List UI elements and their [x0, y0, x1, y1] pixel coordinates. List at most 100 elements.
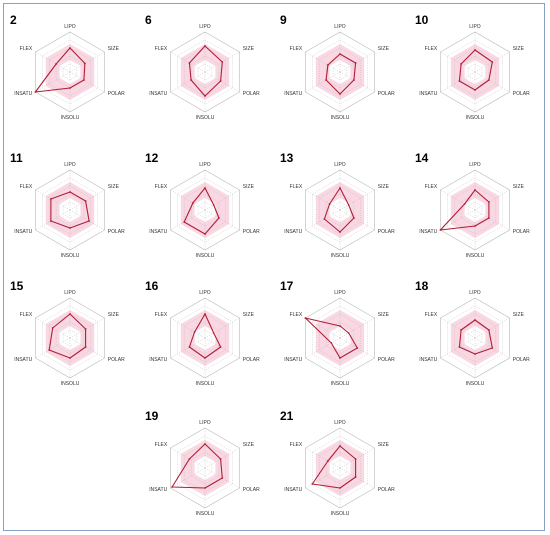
- data-point-size: [212, 204, 215, 206]
- grid-spoke: [170, 337, 206, 359]
- compound-number: 16: [145, 279, 159, 293]
- data-point-insolu: [204, 233, 206, 235]
- grid-spoke: [69, 317, 105, 339]
- axis-label-lipo: LIPO: [469, 290, 481, 296]
- axis-label-polar: POLAR: [513, 91, 530, 97]
- radar-chart-10: LIPO SIZE POLAR INSOLU INSATU FLEX 10: [415, 13, 530, 121]
- grid-spoke: [440, 71, 476, 93]
- axis-label-lipo: LIPO: [199, 290, 211, 296]
- axis-label-size: SIZE: [243, 312, 255, 318]
- radar-chart-14: LIPO SIZE POLAR INSOLU INSATU FLEX 14: [415, 151, 530, 259]
- axis-label-polar: POLAR: [513, 229, 530, 235]
- data-point-insatu: [330, 342, 333, 344]
- axis-label-polar: POLAR: [378, 487, 395, 493]
- data-point-insolu: [339, 231, 341, 233]
- axis-label-size: SIZE: [108, 184, 120, 190]
- axis-label-size: SIZE: [378, 442, 390, 448]
- grid-spoke: [474, 317, 510, 339]
- data-point-size: [219, 458, 222, 460]
- axis-label-polar: POLAR: [243, 357, 260, 363]
- grid-ring: [190, 193, 220, 227]
- data-point-polar: [488, 79, 490, 81]
- data-point-lipo: [339, 445, 341, 447]
- data-point-polar: [83, 79, 85, 81]
- grid-ring: [170, 297, 240, 379]
- data-point-insolu: [474, 225, 476, 227]
- data-point-insatu: [171, 486, 174, 488]
- compound-number: 21: [280, 409, 294, 423]
- compound-number: 2: [10, 13, 17, 27]
- data-point-polar: [88, 220, 90, 222]
- data-point-flex: [460, 63, 462, 65]
- axis-label-lipo: LIPO: [334, 420, 346, 426]
- axis-label-insatu: INSATU: [419, 229, 437, 235]
- data-point-insatu: [458, 346, 461, 348]
- axis-label-insolu: INSOLU: [61, 253, 80, 259]
- axis-label-insatu: INSATU: [284, 91, 302, 97]
- grid-spoke: [339, 209, 375, 231]
- grid-ring: [170, 169, 240, 251]
- axis-label-lipo: LIPO: [334, 290, 346, 296]
- data-point-insolu: [204, 487, 206, 489]
- data-point-flex: [463, 203, 466, 205]
- data-point-lipo: [69, 191, 71, 193]
- axis-label-polar: POLAR: [378, 357, 395, 363]
- axis-label-polar: POLAR: [513, 357, 530, 363]
- grid-ring: [170, 31, 240, 113]
- grid-ring: [440, 297, 510, 379]
- axis-label-size: SIZE: [243, 184, 255, 190]
- axis-label-flex: FLEX: [290, 312, 303, 318]
- data-point-insolu: [339, 357, 341, 359]
- data-point-polar: [353, 217, 355, 219]
- data-point-lipo: [474, 49, 476, 51]
- data-point-size: [488, 329, 490, 331]
- data-point-polar: [218, 217, 220, 219]
- grid-spoke: [35, 51, 71, 73]
- compound-number: 15: [10, 279, 24, 293]
- data-point-size: [84, 328, 87, 330]
- grid-spoke: [204, 447, 240, 469]
- radar-chart-21: LIPO SIZE POLAR INSOLU INSATU FLEX 21: [280, 409, 395, 517]
- axis-label-insatu: INSATU: [419, 91, 437, 97]
- grid-spoke: [305, 71, 341, 93]
- axis-label-insatu: INSATU: [284, 487, 302, 493]
- grid-spoke: [170, 71, 206, 93]
- axis-label-polar: POLAR: [378, 229, 395, 235]
- data-point-insatu: [439, 229, 442, 231]
- grid-spoke: [69, 337, 105, 359]
- data-point-size: [84, 200, 87, 202]
- axis-label-insolu: INSOLU: [466, 253, 485, 259]
- data-point-flex: [188, 458, 191, 460]
- compound-number: 17: [280, 279, 294, 293]
- data-point-flex: [327, 64, 329, 66]
- data-point-flex: [192, 202, 194, 204]
- axis-label-insolu: INSOLU: [196, 381, 215, 387]
- data-point-polar: [488, 217, 490, 219]
- radar-chart-18: LIPO SIZE POLAR INSOLU INSATU FLEX 18: [415, 279, 530, 387]
- grid-spoke: [305, 317, 341, 339]
- grid-spoke: [474, 209, 510, 231]
- data-point-polar: [84, 346, 87, 348]
- grid-ring: [440, 31, 510, 113]
- data-point-flex: [55, 63, 57, 65]
- data-point-lipo: [339, 325, 341, 327]
- data-point-insatu: [188, 346, 191, 348]
- data-point-lipo: [69, 47, 71, 49]
- data-point-insatu: [190, 79, 193, 81]
- grid-ring: [35, 297, 105, 379]
- data-point-size: [354, 62, 357, 64]
- data-point-size: [488, 201, 490, 203]
- axis-label-insatu: INSATU: [284, 357, 302, 363]
- radar-chart-6: LIPO SIZE POLAR INSOLU INSATU FLEX 6: [145, 13, 260, 121]
- data-point-insolu: [69, 357, 71, 359]
- grid-spoke: [339, 467, 375, 489]
- axis-label-insolu: INSOLU: [196, 511, 215, 517]
- data-point-lipo: [339, 187, 341, 189]
- axis-label-polar: POLAR: [378, 91, 395, 97]
- grid-ring: [190, 55, 220, 89]
- grid-spoke: [204, 71, 240, 93]
- axis-label-lipo: LIPO: [469, 162, 481, 168]
- grid-ring: [55, 193, 85, 227]
- grid-spoke: [170, 189, 206, 211]
- grid-spoke: [35, 337, 71, 359]
